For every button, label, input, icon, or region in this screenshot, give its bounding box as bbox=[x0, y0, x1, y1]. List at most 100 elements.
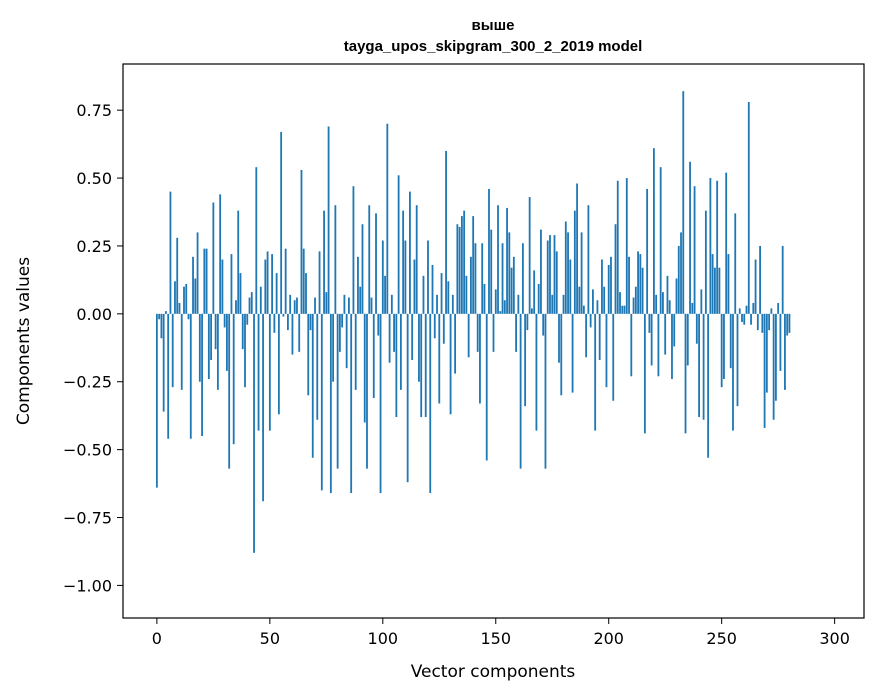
bar bbox=[643, 313, 646, 434]
bar bbox=[302, 248, 305, 314]
bar bbox=[707, 313, 710, 458]
bar bbox=[637, 251, 639, 314]
bar bbox=[481, 243, 484, 314]
bar bbox=[691, 302, 694, 314]
bar bbox=[594, 313, 597, 431]
bar bbox=[381, 240, 384, 314]
y-tick-label: −0.50 bbox=[63, 441, 112, 460]
bar bbox=[386, 123, 389, 314]
bar bbox=[311, 313, 314, 458]
bar bbox=[221, 259, 224, 314]
bar bbox=[492, 313, 495, 352]
bar bbox=[384, 275, 386, 314]
bar bbox=[244, 313, 246, 388]
bar bbox=[232, 313, 235, 445]
bar bbox=[639, 254, 642, 314]
bar bbox=[621, 305, 624, 314]
bar bbox=[716, 180, 719, 314]
bar bbox=[598, 313, 601, 361]
bar bbox=[228, 313, 231, 469]
bar bbox=[544, 313, 547, 469]
bar bbox=[169, 191, 172, 314]
bar bbox=[449, 313, 452, 415]
x-tick-label: 50 bbox=[260, 629, 280, 648]
bar bbox=[521, 243, 524, 314]
bar bbox=[368, 205, 371, 314]
bar bbox=[239, 273, 242, 314]
bar bbox=[682, 91, 685, 314]
bar bbox=[501, 243, 504, 314]
bar bbox=[262, 313, 264, 502]
bar bbox=[483, 283, 486, 314]
bar bbox=[329, 313, 332, 494]
x-axis: 0 50 100 150 200 250 300 bbox=[152, 618, 850, 648]
bar bbox=[155, 313, 158, 488]
bar bbox=[420, 313, 423, 418]
bar bbox=[788, 313, 791, 333]
y-tick-label: −1.00 bbox=[63, 576, 112, 595]
bar bbox=[454, 313, 456, 374]
bar bbox=[567, 232, 569, 314]
bar bbox=[535, 313, 538, 431]
bar bbox=[205, 248, 208, 314]
bar bbox=[226, 313, 228, 371]
bar bbox=[650, 313, 653, 366]
bar bbox=[216, 313, 219, 390]
bar bbox=[433, 313, 436, 339]
bar bbox=[582, 305, 585, 314]
y-axis-label: Components values bbox=[14, 257, 34, 425]
bar bbox=[318, 251, 321, 314]
bar bbox=[756, 313, 759, 331]
bar bbox=[519, 313, 522, 469]
bar bbox=[580, 232, 583, 314]
chart-subtitle: tayga_upos_skipgram_300_2_2019 model bbox=[344, 38, 643, 55]
bar bbox=[533, 270, 536, 314]
bar bbox=[704, 210, 707, 314]
bar bbox=[569, 259, 572, 314]
bar bbox=[357, 256, 359, 314]
bar bbox=[628, 256, 630, 314]
bar bbox=[614, 224, 617, 314]
bar bbox=[284, 248, 287, 314]
bar bbox=[185, 283, 188, 314]
bar bbox=[576, 183, 578, 314]
bar bbox=[747, 102, 750, 314]
bar bbox=[207, 313, 210, 380]
bar bbox=[727, 254, 730, 314]
bar bbox=[241, 313, 244, 350]
bar bbox=[648, 313, 651, 333]
bar bbox=[178, 302, 181, 314]
bar bbox=[528, 197, 531, 314]
bar bbox=[282, 313, 285, 317]
bar bbox=[754, 259, 757, 314]
bar bbox=[700, 289, 703, 314]
bar bbox=[743, 313, 746, 325]
bar bbox=[526, 313, 529, 331]
bar bbox=[777, 302, 780, 314]
bar bbox=[289, 294, 292, 314]
bar bbox=[345, 313, 348, 369]
bar bbox=[259, 286, 262, 314]
bar bbox=[187, 313, 190, 320]
bar bbox=[253, 313, 255, 553]
bar bbox=[603, 286, 606, 314]
bar bbox=[641, 267, 644, 314]
bar bbox=[571, 313, 574, 393]
bar bbox=[718, 267, 721, 314]
bar bbox=[237, 210, 240, 314]
bar bbox=[524, 313, 527, 407]
bar bbox=[555, 251, 558, 314]
bar bbox=[246, 313, 249, 325]
bar bbox=[693, 186, 696, 314]
bar bbox=[165, 311, 167, 314]
bar bbox=[440, 273, 443, 314]
bar bbox=[180, 313, 183, 390]
bar bbox=[201, 313, 203, 437]
bar bbox=[695, 313, 698, 344]
bar bbox=[350, 313, 353, 494]
bar bbox=[334, 205, 337, 314]
bar bbox=[772, 313, 775, 420]
bar bbox=[402, 210, 405, 314]
bar bbox=[298, 313, 301, 352]
